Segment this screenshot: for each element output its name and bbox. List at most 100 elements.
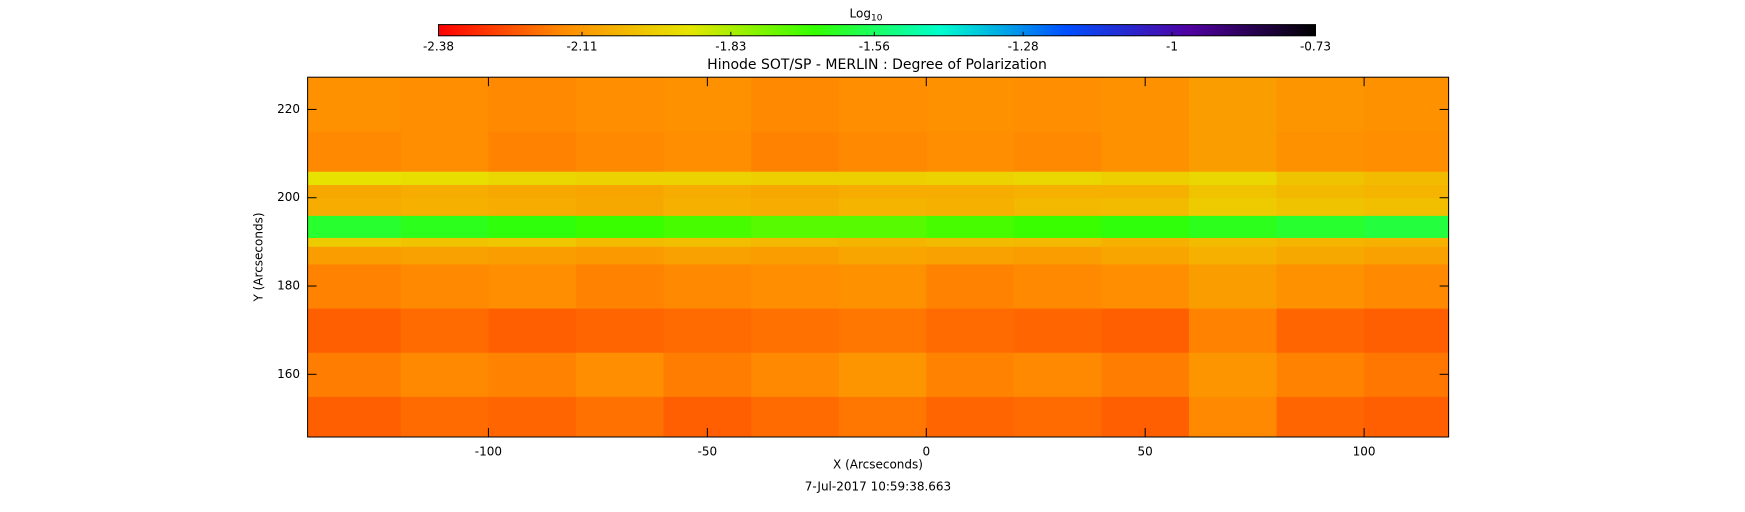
colorbar xyxy=(438,24,1316,37)
heatmap-cell xyxy=(488,77,577,133)
heatmap-cell xyxy=(1101,197,1190,216)
heatmap-cell xyxy=(1101,171,1190,185)
heatmap-cell xyxy=(663,77,752,133)
heatmap-cell xyxy=(1364,246,1450,265)
heatmap-cell xyxy=(751,237,840,247)
x-axis-label: X (Arcseconds) xyxy=(833,458,923,472)
heatmap-cell xyxy=(575,263,665,309)
heatmap-cell xyxy=(838,197,927,216)
heatmap-cell xyxy=(1101,263,1190,309)
heatmap-cell xyxy=(926,184,1015,199)
heatmap-cell xyxy=(1188,215,1278,238)
heatmap-cell xyxy=(400,396,489,438)
footer: 7-Jul-2017 10:59:38.663 xyxy=(805,480,951,494)
heatmap-cell xyxy=(400,237,489,247)
heatmap-cell xyxy=(1276,246,1365,265)
heatmap-cell xyxy=(488,171,577,185)
heatmap-cell xyxy=(307,184,402,199)
heatmap-cell xyxy=(1013,396,1102,438)
heatmap-cell xyxy=(1013,77,1102,133)
heatmap-cell xyxy=(488,352,577,397)
heatmap-cell xyxy=(488,308,577,353)
heatmap-cell xyxy=(1013,237,1102,247)
heatmap-cell xyxy=(307,308,402,353)
heatmap-cell xyxy=(1364,171,1450,185)
heatmap-cell xyxy=(575,237,665,247)
heatmap-cell xyxy=(663,352,752,397)
heatmap-cell xyxy=(1364,197,1450,216)
heatmap xyxy=(307,77,1450,438)
colorbar-tick-label: -1.56 xyxy=(859,40,890,54)
y-tick-label: 220 xyxy=(277,102,300,116)
heatmap-cell xyxy=(1276,131,1365,172)
heatmap-cell xyxy=(1101,131,1190,172)
heatmap-cell xyxy=(1188,308,1278,353)
heatmap-cell xyxy=(1276,237,1365,247)
heatmap-cell xyxy=(400,215,489,238)
heatmap-cell xyxy=(307,197,402,216)
heatmap-cell xyxy=(575,184,665,199)
heatmap-cell xyxy=(838,237,927,247)
heatmap-cell xyxy=(751,308,840,353)
heatmap-cell xyxy=(400,197,489,216)
heatmap-cell xyxy=(1101,237,1190,247)
heatmap-cell xyxy=(926,352,1015,397)
heatmap-cell xyxy=(1364,131,1450,172)
heatmap-cell xyxy=(488,197,577,216)
heatmap-cell xyxy=(307,237,402,247)
heatmap-cell xyxy=(663,308,752,353)
heatmap-cell xyxy=(926,131,1015,172)
heatmap-cell xyxy=(838,77,927,133)
heatmap-cell xyxy=(400,352,489,397)
heatmap-cell xyxy=(663,171,752,185)
x-tick-label: -100 xyxy=(475,445,502,459)
heatmap-cell xyxy=(575,215,665,238)
heatmap-cell xyxy=(400,131,489,172)
heatmap-cell xyxy=(1188,77,1278,133)
y-axis-label: Y (Arcseconds) xyxy=(252,212,266,302)
heatmap-cell xyxy=(1364,215,1450,238)
heatmap-cell xyxy=(575,77,665,133)
heatmap-cell xyxy=(751,131,840,172)
heatmap-cell xyxy=(926,246,1015,265)
heatmap-cell xyxy=(575,171,665,185)
x-tick-label: 100 xyxy=(1353,445,1376,459)
colorbar-tick-label: -2.38 xyxy=(423,40,454,54)
heatmap-cell xyxy=(575,352,665,397)
heatmap-cell xyxy=(838,171,927,185)
heatmap-cell xyxy=(838,184,927,199)
heatmap-cell xyxy=(1188,197,1278,216)
heatmap-cell xyxy=(307,171,402,185)
heatmap-cell xyxy=(1013,246,1102,265)
x-tick-label: 50 xyxy=(1138,445,1153,459)
heatmap-cell xyxy=(1364,237,1450,247)
heatmap-cell xyxy=(1101,352,1190,397)
heatmap-cell xyxy=(1101,215,1190,238)
heatmap-cell xyxy=(1276,77,1365,133)
heatmap-cell xyxy=(575,246,665,265)
heatmap-cell xyxy=(575,308,665,353)
heatmap-cell xyxy=(1188,171,1278,185)
heatmap-cell xyxy=(1276,197,1365,216)
heatmap-cell xyxy=(307,396,402,438)
colorbar-tick-label: -2.11 xyxy=(566,40,597,54)
heatmap-cell xyxy=(307,77,402,133)
heatmap-cell xyxy=(751,215,840,238)
heatmap-cell xyxy=(838,396,927,438)
heatmap-cell xyxy=(488,237,577,247)
heatmap-cell xyxy=(663,184,752,199)
heatmap-cell xyxy=(1188,237,1278,247)
heatmap-cell xyxy=(1276,171,1365,185)
heatmap-cell xyxy=(307,352,402,397)
colorbar-label-text: Log xyxy=(850,6,871,20)
heatmap-cell xyxy=(1364,352,1450,397)
chart-title: Hinode SOT/SP - MERLIN : Degree of Polar… xyxy=(707,57,1047,73)
heatmap-cell xyxy=(1013,171,1102,185)
heatmap-cell xyxy=(1276,308,1365,353)
heatmap-cell xyxy=(1276,352,1365,397)
heatmap-cell xyxy=(663,263,752,309)
heatmap-cell xyxy=(488,263,577,309)
heatmap-cell xyxy=(1276,396,1365,438)
heatmap-cell xyxy=(1276,263,1365,309)
